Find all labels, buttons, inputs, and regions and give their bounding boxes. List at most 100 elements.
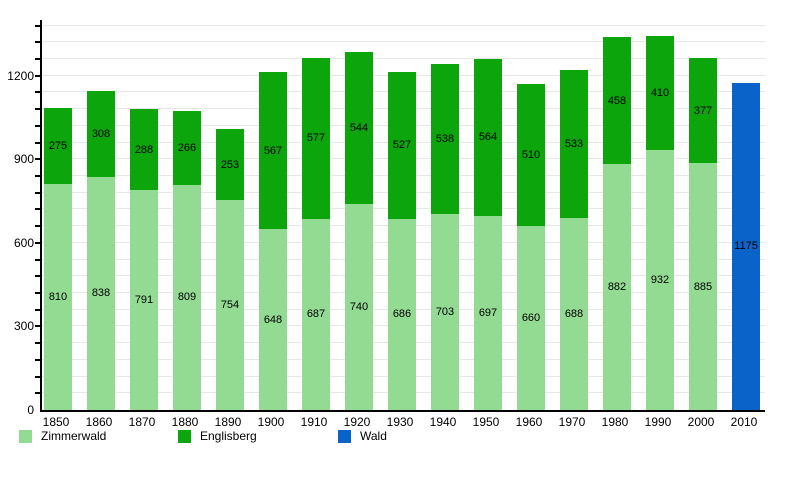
bar-value-label: 660 <box>521 312 541 325</box>
bar-segment-englisberg <box>259 71 287 230</box>
bar-segment-zimmerwald <box>646 150 674 410</box>
y-axis-tick <box>35 241 40 244</box>
y-axis-tick <box>35 225 40 228</box>
gridline <box>42 41 765 43</box>
bar-segment-englisberg <box>646 36 674 151</box>
y-axis-tick <box>35 325 40 328</box>
x-axis-label: 1930 <box>386 415 414 429</box>
y-axis-tick <box>35 258 40 261</box>
bar-value-label: 253 <box>220 158 240 171</box>
bar-value-label: 838 <box>91 287 111 300</box>
bar-segment-zimmerwald <box>87 176 115 410</box>
bar-segment-englisberg <box>431 64 459 215</box>
y-axis-tick <box>35 358 40 361</box>
bar-value-label: 885 <box>693 280 713 293</box>
bar-segment-zimmerwald <box>44 184 72 410</box>
y-axis-tick <box>35 91 40 94</box>
bar-segment-englisberg <box>87 90 115 177</box>
x-axis-label: 2010 <box>730 415 758 429</box>
bar-value-label: 687 <box>306 308 326 321</box>
x-axis-label: 1920 <box>343 415 371 429</box>
bar-segment-englisberg <box>689 58 717 164</box>
wald-swatch-icon <box>338 429 351 443</box>
x-axis-label: 1970 <box>558 415 586 429</box>
bar-value-label: 527 <box>392 139 412 152</box>
y-axis-tick <box>35 175 40 177</box>
bar-segment-englisberg <box>130 109 158 190</box>
x-axis-label: 1860 <box>85 415 113 429</box>
bar-value-label: 688 <box>564 308 584 321</box>
bar-value-label: 791 <box>134 293 154 306</box>
bar-segment-englisberg <box>44 107 72 185</box>
y-axis-tick <box>35 208 40 211</box>
bar-segment-zimmerwald <box>302 218 330 410</box>
bar-segment-englisberg <box>173 110 201 185</box>
y-axis-tick <box>35 191 40 194</box>
legend-label: Wald <box>360 429 387 443</box>
legend-item-englisberg: Englisberg <box>178 428 257 444</box>
legend-item-zimmerwald: Zimmerwald <box>19 428 106 444</box>
y-axis-label: 300 <box>13 319 34 334</box>
bar-segment-englisberg <box>474 58 502 216</box>
x-axis-label: 1940 <box>429 415 457 429</box>
bar-value-label: 703 <box>435 306 455 319</box>
bar-value-label: 533 <box>564 138 584 151</box>
bar-value-label: 266 <box>177 141 197 154</box>
bar-value-label: 740 <box>349 300 369 313</box>
bar-segment-englisberg <box>560 69 588 219</box>
bar-segment-zimmerwald <box>130 189 158 410</box>
bar-value-label: 458 <box>607 94 627 107</box>
y-axis-label: 900 <box>13 152 34 167</box>
y-axis-tick <box>35 141 40 144</box>
bar-value-label: 377 <box>693 104 713 117</box>
bar-value-label: 697 <box>478 306 498 319</box>
y-axis-tick <box>35 342 40 345</box>
zimmerwald-swatch-icon <box>19 429 32 443</box>
bar-value-label: 1175 <box>734 240 758 253</box>
y-axis-tick <box>35 158 40 161</box>
bar-value-label: 275 <box>48 140 68 153</box>
bar-value-label: 577 <box>306 132 326 145</box>
gridline <box>42 24 765 26</box>
bar-value-label: 308 <box>91 127 111 140</box>
bar-value-label: 288 <box>134 143 154 156</box>
plot-area: 810 275 838 308 791 288 809 266 754 253 648 567 687 5… <box>40 20 765 412</box>
bar-segment-zimmerwald <box>345 203 373 410</box>
y-axis-tick <box>35 375 40 378</box>
y-axis-tick <box>35 392 40 395</box>
y-axis-label: 600 <box>13 235 34 250</box>
bar-value-label: 510 <box>521 149 541 162</box>
bar-value-label: 810 <box>48 291 68 304</box>
y-axis-tick <box>35 74 40 77</box>
x-axis-label: 1900 <box>257 415 285 429</box>
bar-segment-englisberg <box>388 72 416 219</box>
y-axis-tick <box>35 58 40 60</box>
x-axis-label: 1950 <box>472 415 500 429</box>
bar-segment-zimmerwald <box>388 218 416 410</box>
bar-segment-zimmerwald <box>431 214 459 410</box>
bar-segment-englisberg <box>302 57 330 219</box>
bar-value-label: 544 <box>349 122 369 135</box>
x-axis-label: 1910 <box>300 415 328 429</box>
bar-value-label: 754 <box>220 298 240 311</box>
bar-segment-wald <box>732 82 760 410</box>
bar-segment-englisberg <box>517 84 545 227</box>
bar-segment-englisberg <box>345 52 373 204</box>
bar-value-label: 809 <box>177 291 197 304</box>
englisberg-swatch-icon <box>178 429 191 443</box>
bar-segment-zimmerwald <box>689 163 717 410</box>
legend-item-wald: Wald <box>338 428 387 444</box>
bar-value-label: 686 <box>392 308 412 321</box>
y-axis-label: 0 <box>27 403 34 417</box>
bar-segment-zimmerwald <box>560 218 588 410</box>
legend-label: Englisberg <box>200 429 257 443</box>
y-axis-tick <box>35 275 40 278</box>
bar-value-label: 564 <box>478 131 498 144</box>
bar-segment-zimmerwald <box>173 184 201 410</box>
x-axis-label: 1880 <box>171 415 199 429</box>
bar-segment-englisberg <box>603 36 631 165</box>
gridline <box>42 58 765 59</box>
y-axis-tick <box>35 292 40 294</box>
legend-label: Zimmerwald <box>41 429 107 443</box>
